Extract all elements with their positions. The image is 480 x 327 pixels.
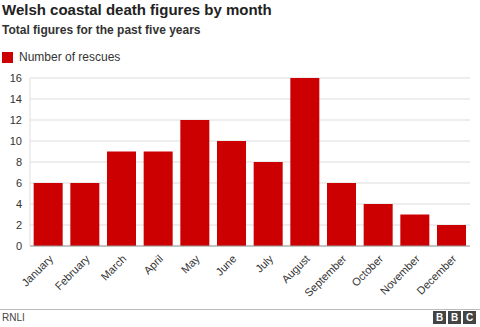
svg-text:April: April bbox=[141, 252, 165, 276]
svg-text:September: September bbox=[302, 252, 349, 299]
svg-text:12: 12 bbox=[10, 114, 22, 126]
svg-text:2: 2 bbox=[16, 219, 22, 231]
svg-text:0: 0 bbox=[16, 240, 22, 252]
svg-text:January: January bbox=[19, 252, 56, 289]
html-text:Welsh coastal death figures by: Welsh coastal death figures by month bbox=[2, 1, 272, 18]
svg-text:4: 4 bbox=[16, 198, 22, 210]
svg-text:14: 14 bbox=[10, 93, 22, 105]
html-text:B: B bbox=[450, 312, 459, 323]
svg-text:October: October bbox=[349, 252, 385, 288]
svg-text:8: 8 bbox=[16, 156, 22, 168]
svg-text:March: March bbox=[99, 252, 129, 282]
svg-text:August: August bbox=[279, 252, 312, 285]
html-text:C: C bbox=[465, 312, 474, 323]
html-text:RNLI: RNLI bbox=[2, 312, 25, 323]
svg-text:16: 16 bbox=[10, 72, 22, 84]
html-text:Number of rescues: Number of rescues bbox=[19, 50, 121, 64]
svg-text:February: February bbox=[52, 252, 92, 292]
svg-text:July: July bbox=[253, 252, 276, 275]
svg-text:June: June bbox=[213, 252, 238, 277]
svg-text:May: May bbox=[179, 252, 203, 276]
html-text:B: B bbox=[435, 312, 444, 323]
svg-text:10: 10 bbox=[10, 135, 22, 147]
svg-text:6: 6 bbox=[16, 177, 22, 189]
svg-text:December: December bbox=[414, 252, 459, 297]
html-text:Total figures for the past fiv: Total figures for the past five years bbox=[2, 23, 201, 37]
svg-text:November: November bbox=[377, 252, 422, 297]
